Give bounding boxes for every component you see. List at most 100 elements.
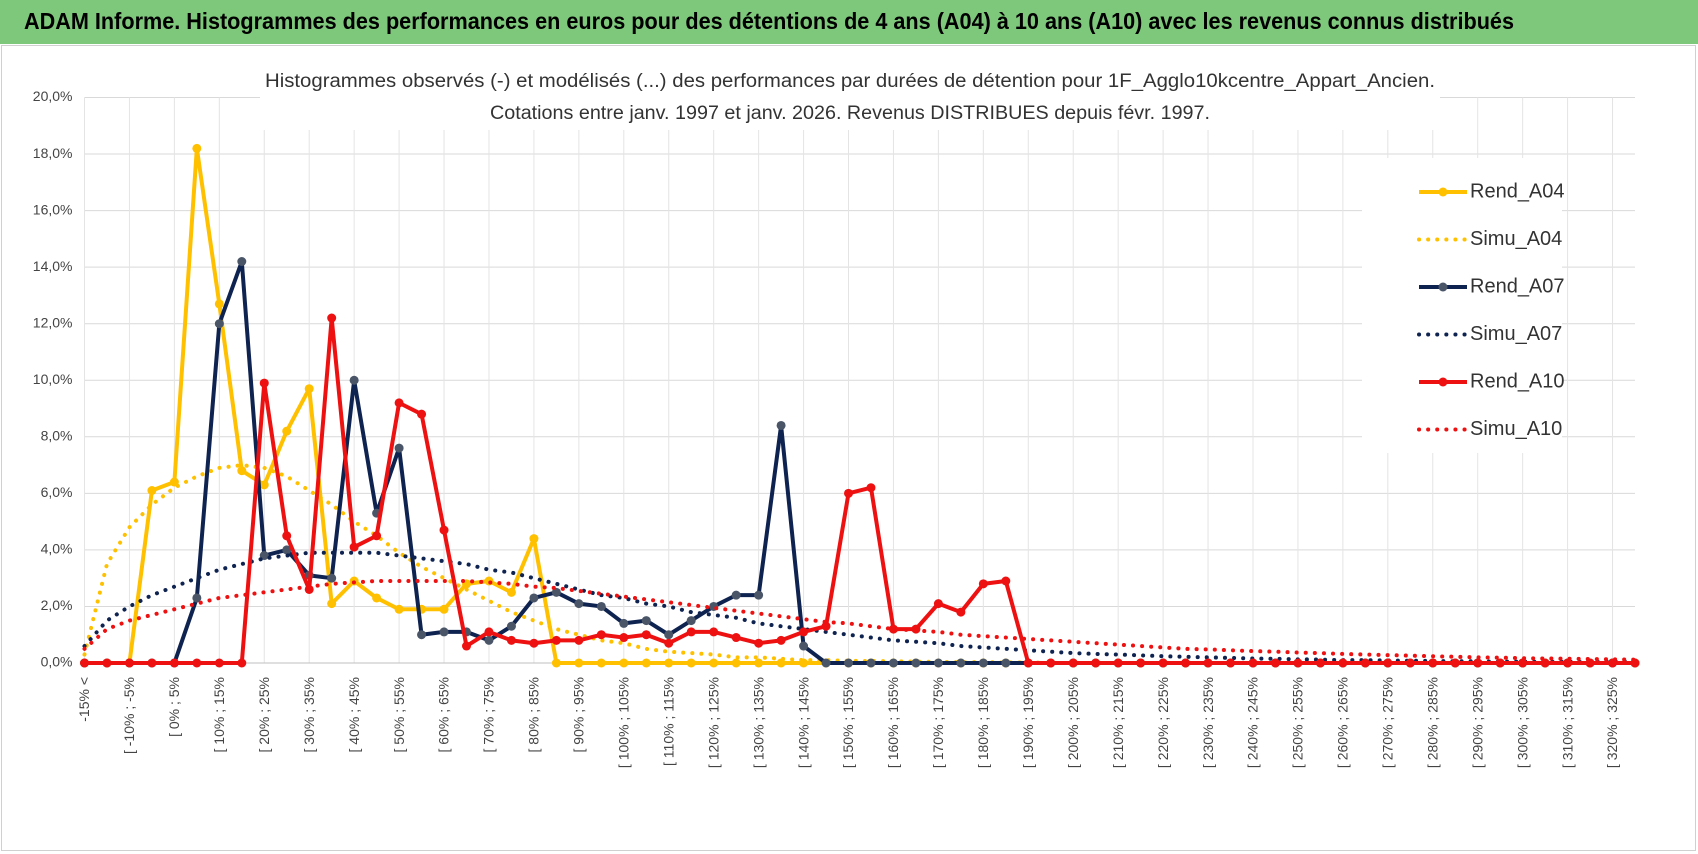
x-tick-label: [ 230% ; 235% [1200,677,1216,768]
series-marker [574,635,584,645]
x-tick-label: [ 290% ; 295% [1469,677,1485,768]
series-marker [237,658,247,668]
series-marker [124,658,134,668]
x-tick-label: [ 100% ; 105% [616,677,632,768]
series-marker [214,299,224,309]
x-tick-label: [ 70% ; 75% [481,677,497,753]
series-marker [641,630,651,640]
series-marker [754,658,764,668]
series-marker [147,486,157,496]
series-marker [956,658,966,668]
x-tick-label: [ 190% ; 195% [1020,677,1036,768]
y-tick-label: 10,0% [33,371,73,387]
series-marker [686,616,696,626]
series-marker [978,579,988,589]
series-marker [1001,658,1011,668]
legend-label: Simu_A07 [1470,323,1562,345]
series-marker [1091,658,1101,668]
series-marker [619,633,629,643]
series-marker [237,466,247,476]
y-tick-label: 12,0% [33,314,73,330]
title-bg [260,68,1440,130]
series-marker [844,658,854,668]
y-tick-label: 20,0% [33,88,73,104]
series-marker [1450,658,1460,668]
x-tick-label: [ 60% ; 65% [436,677,452,753]
series-marker [372,593,382,603]
y-tick-label: 14,0% [33,258,73,274]
series-marker [619,658,629,668]
legend-label: Rend_A07 [1470,275,1565,297]
legend-marker [1438,377,1448,387]
x-tick-label: [ 280% ; 285% [1424,677,1440,768]
series-marker [956,607,966,617]
series-marker [439,525,449,535]
series-marker [821,621,831,631]
series-marker [933,658,943,668]
legend-label: Rend_A10 [1470,370,1565,392]
series-marker [192,593,202,603]
series-marker [821,658,831,668]
header-bar [0,0,1698,44]
y-tick-label: 4,0% [41,541,73,557]
x-tick-label: [ 120% ; 125% [705,677,721,768]
series-marker [529,638,539,648]
series-marker [574,658,584,668]
series-marker [709,658,719,668]
series-marker [911,658,921,668]
legend-label: Simu_A10 [1470,418,1562,440]
series-marker [192,658,202,668]
series-marker [282,426,292,436]
series-marker [192,143,202,153]
series-marker [574,599,584,609]
series-marker [866,658,876,668]
legend-marker [1438,282,1448,292]
series-marker [462,641,472,651]
series-line [82,463,1637,665]
series-marker [978,658,988,668]
series-marker [731,590,741,600]
series-line [82,579,1637,662]
series-marker [551,635,561,645]
header-title: ADAM Informe. Histogrammes des performan… [24,8,1514,34]
y-tick-label: 16,0% [33,201,73,217]
x-tick-label: [ 80% ; 85% [526,677,542,753]
series-marker [1248,658,1258,668]
series-marker [506,587,516,597]
x-tick-label: [ 270% ; 275% [1380,677,1396,768]
series-marker [484,627,494,637]
series-marker [214,319,224,329]
series-marker [596,601,606,611]
series-marker [888,624,898,634]
series-marker [439,627,449,637]
x-tick-label: [ 250% ; 255% [1290,677,1306,768]
series-marker [799,641,809,651]
y-tick-label: 8,0% [41,428,73,444]
series-marker [709,627,719,637]
y-tick-label: 0,0% [41,654,73,670]
x-tick-label: [ 210% ; 215% [1110,677,1126,768]
series-marker [327,573,337,583]
legend: Rend_A04 Simu_A04 Rend_A07 Simu_A07 Rend_A10… [1362,158,1565,453]
x-tick-label: [ 300% ; 305% [1514,677,1530,768]
x-tick-label: [ 310% ; 315% [1559,677,1575,768]
x-tick-label: [ 110% ; 115% [660,677,676,766]
x-tick-label: [ 0% ; 5% [166,677,182,737]
series-marker [1360,658,1370,668]
series-marker [1181,658,1191,668]
series-marker [102,658,112,668]
x-tick-label: [ 130% ; 135% [750,677,766,768]
series-marker [754,638,764,648]
series-marker [304,384,314,394]
series-line [84,316,1635,665]
series-marker [259,480,269,490]
y-tick-label: 6,0% [41,484,73,500]
legend-marker [1438,187,1448,197]
x-tick-label: [ 10% ; 15% [211,677,227,753]
series-marker [1226,658,1236,668]
series-marker [664,658,674,668]
series-marker [372,531,382,541]
series-marker [1473,658,1483,668]
series-marker [259,551,269,561]
series-marker [1136,658,1146,668]
